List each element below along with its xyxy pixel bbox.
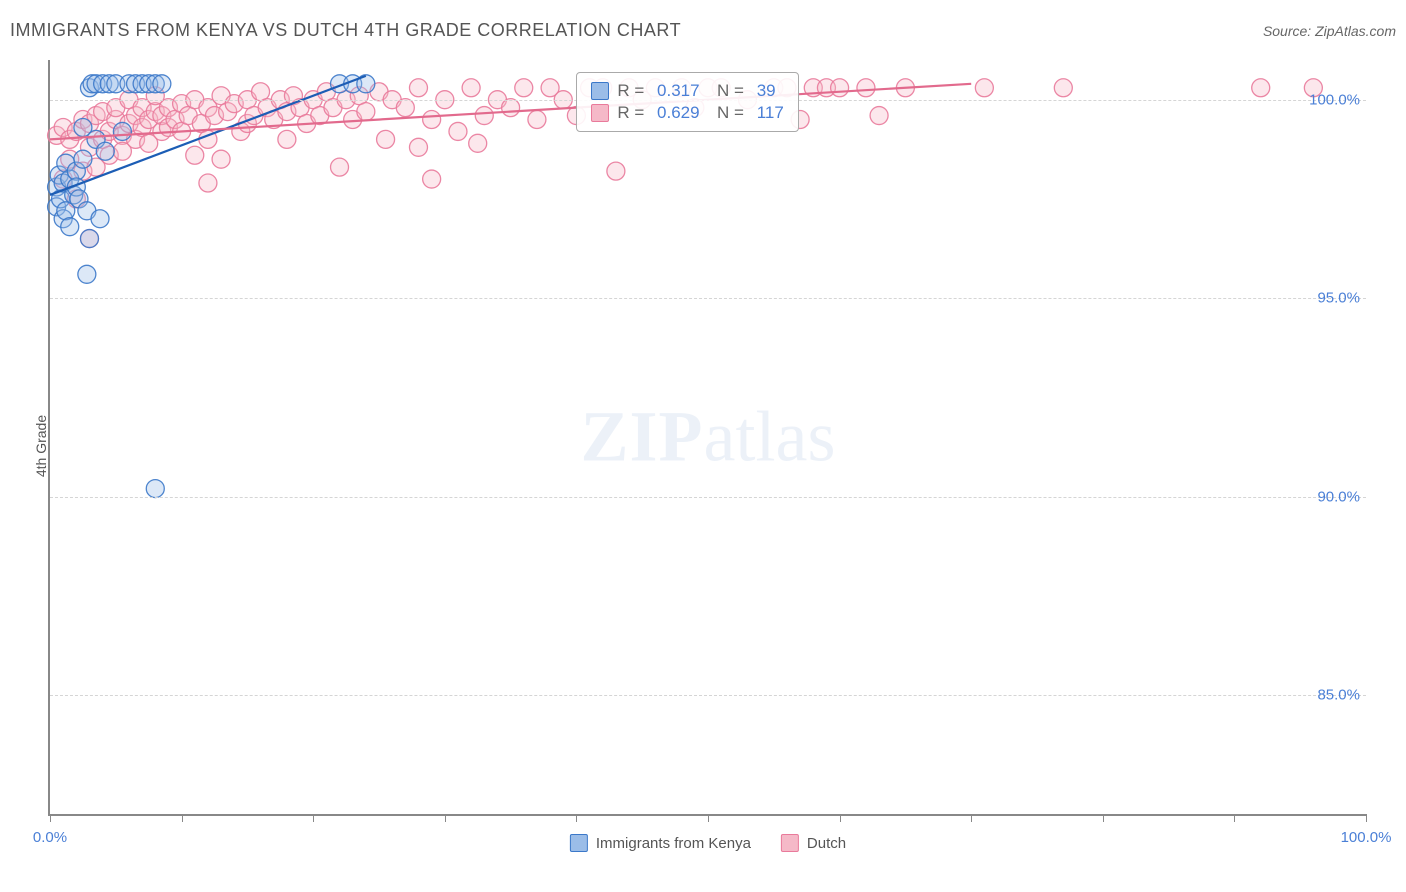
- y-tick-label: 85.0%: [1317, 686, 1360, 703]
- x-tick: [313, 814, 314, 822]
- legend-r-label: R =: [617, 81, 644, 101]
- gridline: [50, 497, 1366, 498]
- scatter-point: [278, 130, 296, 148]
- gridline: [50, 695, 1366, 696]
- bottom-legend-label: Dutch: [807, 835, 846, 852]
- x-tick: [1103, 814, 1104, 822]
- legend-swatch: [570, 834, 588, 852]
- scatter-point: [462, 79, 480, 97]
- scatter-point: [80, 230, 98, 248]
- bottom-legend-label: Immigrants from Kenya: [596, 835, 751, 852]
- y-tick-label: 95.0%: [1317, 290, 1360, 307]
- title-bar: IMMIGRANTS FROM KENYA VS DUTCH 4TH GRADE…: [10, 20, 1396, 41]
- scatter-point: [975, 79, 993, 97]
- scatter-point: [423, 170, 441, 188]
- scatter-point: [1252, 79, 1270, 97]
- scatter-point: [377, 130, 395, 148]
- x-tick: [50, 814, 51, 822]
- scatter-point: [607, 162, 625, 180]
- legend-swatch: [591, 104, 609, 122]
- source-label: Source: ZipAtlas.com: [1263, 23, 1396, 39]
- scatter-point: [528, 111, 546, 129]
- scatter-point: [153, 75, 171, 93]
- scatter-point: [396, 99, 414, 117]
- scatter-point: [1054, 79, 1072, 97]
- scatter-point: [409, 79, 427, 97]
- scatter-point: [331, 158, 349, 176]
- scatter-point: [146, 480, 164, 498]
- plot-area: ZIPatlas 85.0%90.0%95.0%100.0%0.0%100.0%…: [48, 60, 1366, 816]
- scatter-point: [113, 122, 131, 140]
- x-tick: [971, 814, 972, 822]
- y-axis-title: 4th Grade: [33, 415, 49, 477]
- scatter-point: [212, 150, 230, 168]
- legend-r-value: 0.317: [652, 81, 699, 101]
- chart-title: IMMIGRANTS FROM KENYA VS DUTCH 4TH GRADE…: [10, 20, 681, 41]
- x-tick: [708, 814, 709, 822]
- scatter-point: [409, 138, 427, 156]
- x-tick-label: 100.0%: [1341, 829, 1392, 846]
- scatter-point: [199, 174, 217, 192]
- x-tick-label: 0.0%: [33, 829, 67, 846]
- x-tick: [445, 814, 446, 822]
- scatter-point: [74, 150, 92, 168]
- scatter-point: [475, 107, 493, 125]
- scatter-point: [78, 265, 96, 283]
- scatter-point: [61, 218, 79, 236]
- legend-row: R = 0.317 N = 39: [591, 81, 783, 101]
- scatter-point: [186, 146, 204, 164]
- scatter-point: [502, 99, 520, 117]
- scatter-point: [423, 111, 441, 129]
- plot-svg: [50, 60, 1366, 814]
- scatter-point: [831, 79, 849, 97]
- legend-r-label: R =: [617, 103, 644, 123]
- y-tick-label: 90.0%: [1317, 488, 1360, 505]
- correlation-legend: R = 0.317 N = 39R = 0.629 N = 117: [576, 72, 798, 132]
- scatter-point: [469, 134, 487, 152]
- x-tick: [576, 814, 577, 822]
- gridline: [50, 298, 1366, 299]
- y-tick-label: 100.0%: [1309, 91, 1360, 108]
- scatter-point: [515, 79, 533, 97]
- scatter-point: [91, 210, 109, 228]
- bottom-legend-item: Dutch: [781, 834, 846, 852]
- scatter-point: [857, 79, 875, 97]
- x-tick: [840, 814, 841, 822]
- scatter-point: [357, 103, 375, 121]
- legend-r-value: 0.629: [652, 103, 699, 123]
- legend-swatch: [591, 82, 609, 100]
- scatter-point: [870, 107, 888, 125]
- legend-row: R = 0.629 N = 117: [591, 103, 783, 123]
- scatter-point: [449, 122, 467, 140]
- legend-n-label: N =: [708, 103, 744, 123]
- legend-n-label: N =: [708, 81, 744, 101]
- bottom-legend-item: Immigrants from Kenya: [570, 834, 751, 852]
- legend-n-value: 117: [752, 103, 784, 123]
- x-tick: [182, 814, 183, 822]
- scatter-point: [96, 142, 114, 160]
- legend-swatch: [781, 834, 799, 852]
- legend-n-value: 39: [752, 81, 776, 101]
- x-tick: [1366, 814, 1367, 822]
- x-tick: [1234, 814, 1235, 822]
- bottom-legend: Immigrants from Kenya Dutch: [570, 834, 846, 852]
